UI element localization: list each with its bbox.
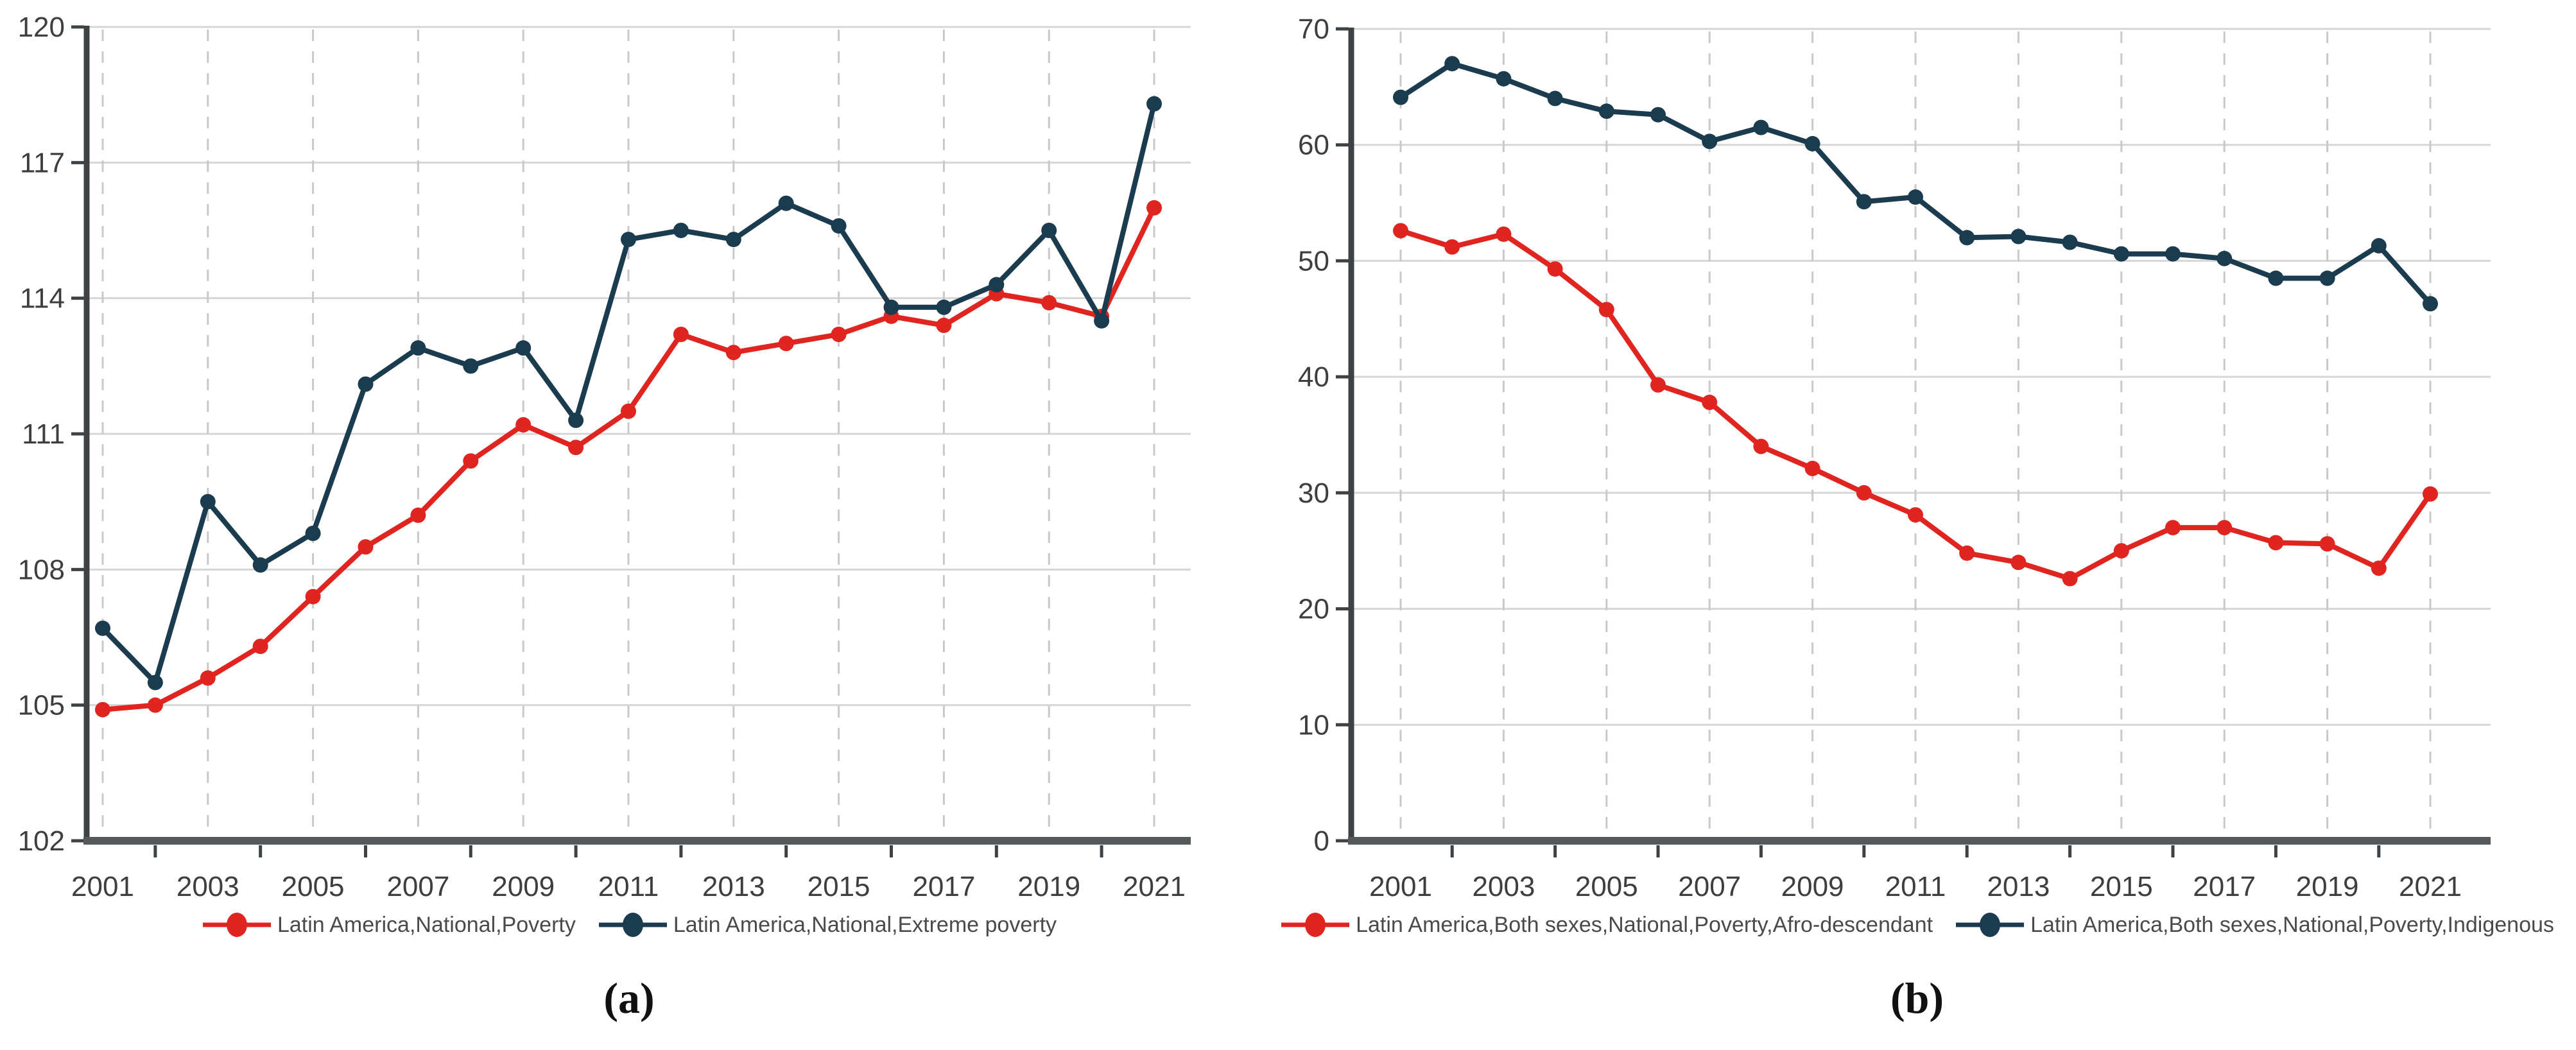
legend-label-indigenous: Latin America,Both sexes,National,Povert… [2030, 912, 2554, 937]
svg-text:2007: 2007 [386, 871, 449, 902]
chart-a-legend: Latin America,National,Poverty Latin Ame… [0, 910, 1258, 940]
svg-text:2011: 2011 [1885, 871, 1946, 902]
svg-text:117: 117 [20, 147, 65, 178]
chart-b-panel: 0 10 20 30 40 50 60 70 2001 2003 2005 2007 2009 2011 2… [1258, 0, 2576, 1050]
chart-a-caption: (a) [603, 974, 655, 1022]
svg-text:50: 50 [1298, 245, 1329, 277]
svg-text:2005: 2005 [1575, 871, 1638, 902]
svg-text:2015: 2015 [2090, 871, 2153, 902]
legend-item-afro-descendant: Latin America,Both sexes,National,Povert… [1280, 910, 1933, 940]
svg-text:2001: 2001 [1369, 871, 1432, 902]
svg-text:2007: 2007 [1678, 871, 1741, 902]
navy-line-dot-marker-icon [1956, 913, 2025, 937]
chart-a-plot: 102 105 108 111 114 117 120 2001 2003 2005 2007 200… [18, 12, 1191, 902]
svg-text:105: 105 [18, 690, 65, 721]
svg-text:114: 114 [20, 283, 65, 314]
navy-line-dot-marker-icon [598, 913, 667, 937]
chart-b-plot: 0 10 20 30 40 50 60 70 2001 2003 2005 2007 2009 2011 2… [1298, 13, 2491, 902]
svg-text:2003: 2003 [1472, 871, 1535, 902]
svg-text:120: 120 [18, 12, 65, 43]
legend-item-poverty: Latin America,National,Poverty [202, 910, 576, 940]
legend-label-afro-descendant: Latin America,Both sexes,National,Povert… [1356, 912, 1933, 937]
svg-text:2013: 2013 [702, 871, 765, 902]
legend-label-extreme-poverty: Latin America,National,Extreme poverty [673, 912, 1057, 937]
svg-text:102: 102 [18, 825, 65, 857]
chart-b-caption: (b) [1890, 974, 1944, 1022]
chart-b-legend: Latin America,Both sexes,National,Povert… [1258, 910, 2576, 940]
svg-text:40: 40 [1298, 361, 1329, 393]
chart-a-panel: 102 105 108 111 114 117 120 2001 2003 2005 2007 200… [0, 0, 1258, 1050]
svg-text:70: 70 [1298, 13, 1329, 45]
svg-text:10: 10 [1298, 709, 1329, 741]
svg-text:2019: 2019 [1017, 871, 1080, 902]
svg-text:2021: 2021 [2399, 871, 2462, 902]
svg-text:20: 20 [1298, 594, 1329, 625]
svg-text:2021: 2021 [1123, 871, 1186, 902]
svg-text:2019: 2019 [2296, 871, 2359, 902]
legend-label-poverty: Latin America,National,Poverty [277, 912, 576, 937]
svg-text:2005: 2005 [282, 871, 345, 902]
svg-text:60: 60 [1298, 130, 1329, 161]
svg-text:2009: 2009 [1781, 871, 1844, 902]
svg-text:2015: 2015 [808, 871, 870, 902]
red-line-dot-marker-icon [1281, 913, 1350, 937]
svg-text:2017: 2017 [912, 871, 975, 902]
svg-text:0: 0 [1314, 825, 1329, 857]
legend-item-extreme-poverty: Latin America,National,Extreme poverty [598, 910, 1057, 940]
svg-text:2009: 2009 [492, 871, 555, 902]
svg-text:111: 111 [22, 418, 65, 450]
svg-text:2013: 2013 [1987, 871, 2050, 902]
svg-text:30: 30 [1298, 478, 1329, 509]
svg-text:2003: 2003 [177, 871, 239, 902]
svg-text:2011: 2011 [598, 871, 659, 902]
svg-text:2001: 2001 [71, 871, 134, 902]
red-line-dot-marker-icon [202, 913, 271, 937]
svg-text:108: 108 [18, 554, 65, 585]
svg-text:2017: 2017 [2193, 871, 2256, 902]
legend-item-indigenous: Latin America,Both sexes,National,Povert… [1955, 910, 2554, 940]
